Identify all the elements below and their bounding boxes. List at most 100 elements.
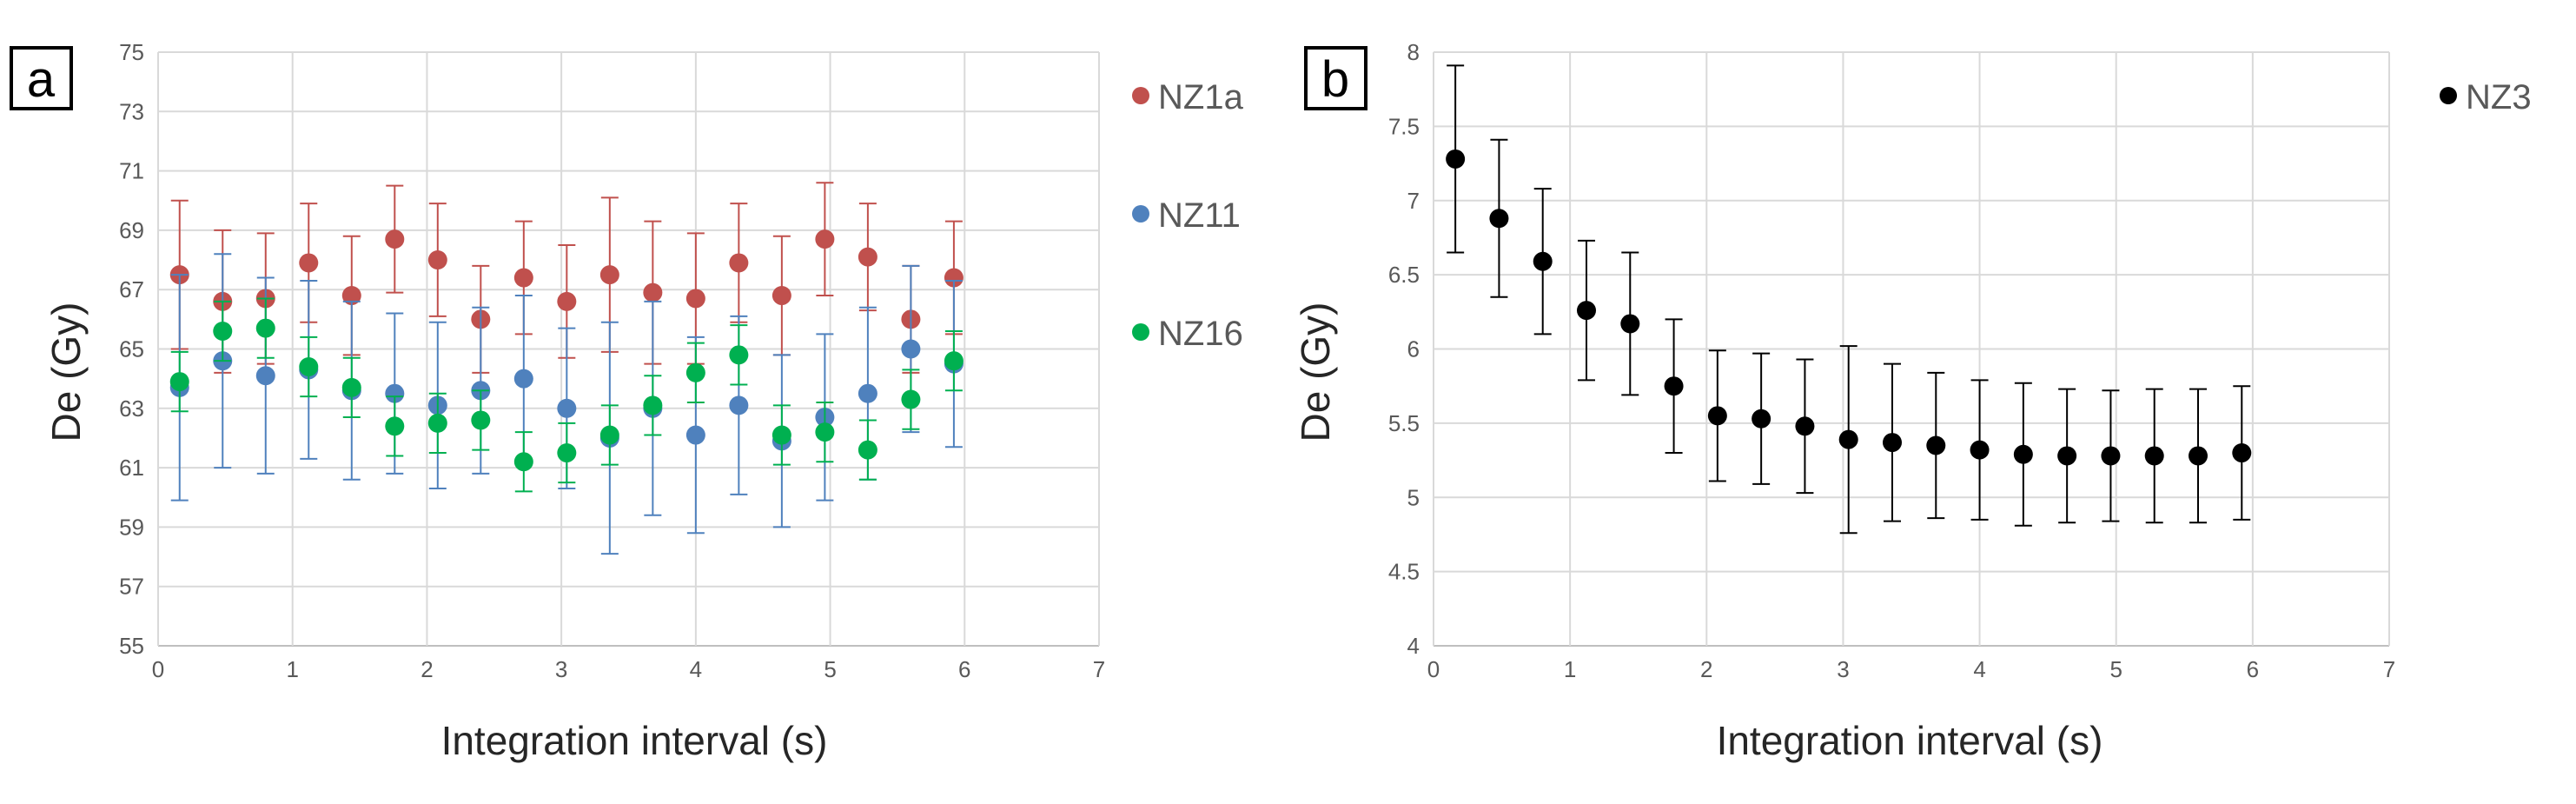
data-point	[341, 377, 361, 397]
chart-b-y-tick-label: 4.5	[1388, 559, 1420, 585]
chart-a-y-tick-label: 63	[119, 395, 144, 422]
data-point	[643, 282, 663, 302]
chart-a-y-axis-title: De (Gy)	[43, 302, 89, 442]
chart-b-x-tick-label: 5	[2109, 656, 2122, 682]
chart-b-x-ticks: 0 1 2 3 4 5 6 7	[1427, 656, 2395, 682]
data-point	[513, 268, 533, 288]
data-point	[1838, 429, 1858, 449]
chart-a-x-ticks: 0 1 2 3 4 5 6 7	[152, 656, 1105, 682]
chart-b-x-axis-title: Integration interval (s)	[1717, 718, 2103, 763]
chart-b-y-tick-label: 8	[1407, 39, 1420, 65]
legend-label-nz1a: NZ1a	[1158, 78, 1244, 116]
legend-label-nz3: NZ3	[2466, 78, 2532, 116]
data-point	[1533, 251, 1553, 271]
data-point	[1752, 409, 1771, 429]
chart-a-y-ticks: 55 57 59 61 63 65 67 69 71 73 75	[119, 39, 144, 659]
data-point	[685, 425, 705, 445]
data-point	[2101, 446, 2121, 466]
chart-b-x-tick-label: 4	[1973, 656, 1985, 682]
data-point	[255, 318, 275, 338]
chart-a-y-tick-label: 69	[119, 217, 144, 243]
chart-a-y-tick-label: 61	[119, 455, 144, 481]
panel-b-label: b	[1321, 51, 1349, 108]
chart-a-grid	[157, 51, 1100, 647]
chart-b-y-tick-label: 5.5	[1388, 410, 1420, 436]
chart-a-x-tick-label: 0	[152, 656, 164, 682]
data-point	[341, 286, 361, 306]
legend-marker-nz11	[1132, 205, 1149, 223]
data-point	[1926, 435, 1946, 455]
data-point	[815, 422, 835, 442]
data-point	[385, 229, 405, 249]
chart-b-y-ticks: 4 4.5 5 5.5 6 6.5 7 7.5 8	[1388, 39, 1420, 659]
data-point	[2013, 444, 2033, 464]
chart-a-x-tick-label: 2	[421, 656, 433, 682]
data-point	[557, 443, 577, 463]
data-point	[815, 229, 835, 249]
chart-a-x-tick-label: 4	[690, 656, 702, 682]
data-point	[1664, 376, 1684, 396]
chart-a-x-tick-label: 7	[1093, 656, 1105, 682]
data-point	[1970, 440, 1990, 460]
data-point	[1883, 433, 1902, 453]
chart-a-y-tick-label: 65	[119, 336, 144, 362]
chart-a-y-tick-label: 57	[119, 574, 144, 600]
data-point	[427, 250, 447, 270]
chart-b-y-axis-title: De (Gy)	[1293, 302, 1338, 442]
data-point	[901, 389, 921, 409]
chart-b-marks	[1446, 64, 2252, 535]
data-point	[1620, 314, 1640, 334]
data-point	[944, 268, 964, 288]
chart-a-y-tick-label: 73	[119, 98, 144, 124]
legend-marker-nz1a	[1132, 87, 1149, 104]
chart-a-x-tick-label: 1	[286, 656, 298, 682]
data-point	[771, 286, 791, 306]
chart-b-x-tick-label: 1	[1564, 656, 1576, 682]
data-point	[685, 362, 705, 382]
chart-b-y-tick-label: 4	[1407, 633, 1420, 659]
data-point	[643, 395, 663, 415]
data-point	[299, 253, 319, 273]
chart-a-marks	[169, 182, 964, 555]
chart-a-y-tick-label: 59	[119, 514, 144, 540]
data-point	[858, 440, 877, 460]
chart-a-y-tick-label: 71	[119, 158, 144, 184]
chart-b-x-tick-label: 2	[1700, 656, 1712, 682]
panel-a-label: a	[27, 51, 56, 108]
data-point	[513, 369, 533, 389]
chart-b-grid	[1433, 51, 2390, 647]
data-point	[471, 410, 491, 430]
chart-b-y-tick-label: 7.5	[1388, 113, 1420, 139]
panel-b-label-box	[1304, 46, 1367, 110]
data-point	[557, 398, 577, 418]
data-point	[169, 372, 189, 392]
data-point	[385, 416, 405, 436]
legend-label-nz16: NZ16	[1158, 315, 1243, 353]
data-point	[729, 253, 749, 273]
chart-b-y-tick-label: 6.5	[1388, 262, 1420, 288]
chart-a-x-axis-title: Integration interval (s)	[441, 718, 828, 763]
data-point	[729, 395, 749, 415]
data-point	[299, 356, 319, 376]
data-point	[427, 413, 447, 433]
legend-marker-nz3	[2440, 87, 2457, 104]
chart-b-x-tick-label: 0	[1427, 656, 1440, 682]
chart-a-x-tick-label: 3	[555, 656, 567, 682]
data-point	[557, 291, 577, 311]
data-point	[2189, 446, 2208, 466]
chart-a-x-tick-label: 6	[958, 656, 970, 682]
data-point	[771, 425, 791, 445]
data-point	[213, 322, 233, 342]
chart-a-y-tick-label: 75	[119, 39, 144, 65]
data-point	[599, 425, 619, 445]
data-point	[858, 383, 877, 403]
data-point	[901, 339, 921, 359]
data-point	[858, 247, 877, 267]
chart-b-y-tick-label: 6	[1407, 336, 1420, 362]
data-point	[1795, 416, 1815, 436]
chart-a-series-nz16	[169, 297, 964, 493]
data-point	[385, 383, 405, 403]
data-point	[2232, 443, 2252, 463]
